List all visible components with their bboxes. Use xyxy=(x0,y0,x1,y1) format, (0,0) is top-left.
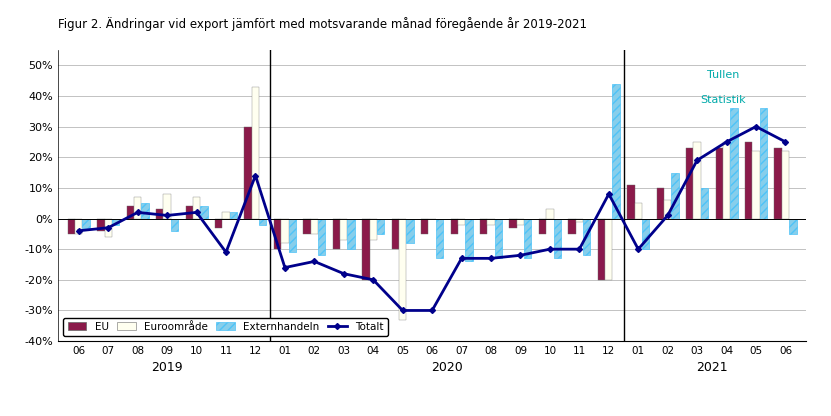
Bar xyxy=(723,142,730,218)
Bar xyxy=(332,218,340,249)
Bar xyxy=(200,206,208,218)
Bar xyxy=(421,218,429,234)
Text: Figur 2. Ändringar vid export jämfört med motsvarande månad föregående år 2019-2: Figur 2. Ändringar vid export jämfört me… xyxy=(58,17,588,31)
Bar xyxy=(164,194,171,218)
Bar xyxy=(156,209,164,218)
Bar xyxy=(370,218,377,240)
Bar xyxy=(568,218,576,234)
Bar xyxy=(223,213,229,218)
Bar xyxy=(450,218,458,234)
Text: 2021: 2021 xyxy=(696,361,728,374)
Bar xyxy=(377,218,384,234)
Bar xyxy=(656,188,664,218)
Bar xyxy=(112,218,120,225)
Bar xyxy=(193,197,200,218)
Bar xyxy=(597,218,605,280)
Bar xyxy=(105,218,112,237)
Bar xyxy=(494,218,502,258)
Bar xyxy=(82,218,90,228)
Bar xyxy=(347,218,355,249)
Bar xyxy=(642,218,649,249)
Bar xyxy=(311,218,318,234)
Bar xyxy=(701,188,708,218)
Legend: EU, Euroområde, Externhandeln, Totalt: EU, Euroområde, Externhandeln, Totalt xyxy=(63,317,388,336)
Bar xyxy=(782,151,789,218)
Bar xyxy=(693,142,701,218)
Bar xyxy=(524,218,532,258)
Bar xyxy=(730,108,738,218)
Bar xyxy=(141,203,149,218)
Text: 2020: 2020 xyxy=(431,361,463,374)
Bar xyxy=(627,185,635,218)
Bar xyxy=(318,218,326,255)
Bar xyxy=(635,203,642,218)
Bar xyxy=(229,213,237,218)
Bar xyxy=(752,151,760,218)
Bar xyxy=(576,218,583,222)
Bar xyxy=(760,108,767,218)
Bar xyxy=(215,218,223,228)
Bar xyxy=(288,218,296,252)
Bar xyxy=(789,218,796,234)
Bar xyxy=(171,218,178,231)
Bar xyxy=(509,218,517,228)
Bar xyxy=(465,218,473,261)
Bar xyxy=(303,218,311,234)
Text: Tullen: Tullen xyxy=(707,70,739,80)
Bar xyxy=(185,206,193,218)
Bar xyxy=(671,173,679,218)
Bar xyxy=(362,218,370,280)
Bar xyxy=(406,218,414,243)
Text: Statistik: Statistik xyxy=(701,95,745,105)
Bar xyxy=(517,218,524,225)
Bar xyxy=(340,218,347,240)
Bar xyxy=(134,197,141,218)
Bar xyxy=(244,126,252,218)
Text: 2019: 2019 xyxy=(151,361,183,374)
Bar xyxy=(774,148,782,218)
Bar xyxy=(259,218,267,225)
Bar xyxy=(274,218,281,249)
Bar xyxy=(97,218,105,231)
Bar xyxy=(715,148,723,218)
Bar xyxy=(487,218,494,225)
Bar xyxy=(252,87,259,218)
Bar xyxy=(745,142,752,218)
Bar xyxy=(391,218,399,249)
Bar xyxy=(538,218,546,234)
Bar xyxy=(458,218,465,225)
Bar xyxy=(399,218,406,319)
Bar xyxy=(605,218,612,280)
Bar xyxy=(546,209,553,218)
Bar xyxy=(75,218,82,234)
Bar xyxy=(480,218,487,234)
Bar xyxy=(281,218,288,243)
Bar xyxy=(612,84,620,218)
Bar xyxy=(664,200,671,218)
Bar xyxy=(686,148,693,218)
Bar xyxy=(583,218,590,255)
Bar xyxy=(126,206,134,218)
Bar xyxy=(553,218,561,258)
Bar xyxy=(435,218,443,258)
Bar xyxy=(68,218,75,234)
